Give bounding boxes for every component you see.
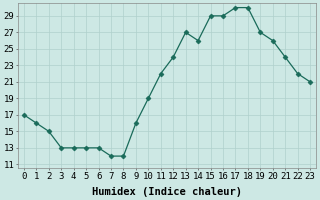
X-axis label: Humidex (Indice chaleur): Humidex (Indice chaleur) — [92, 186, 242, 197]
